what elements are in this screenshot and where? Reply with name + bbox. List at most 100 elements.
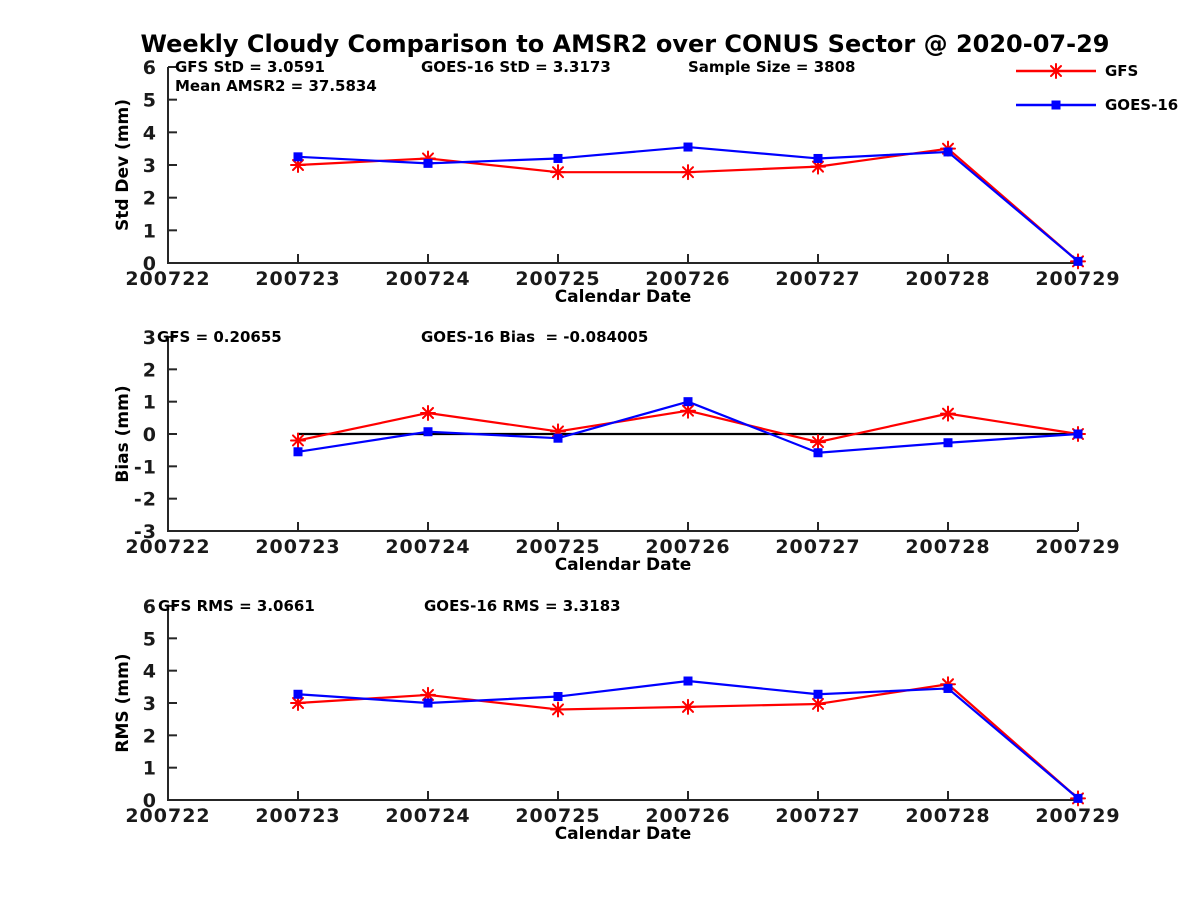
subplot-rms: 0 1 2 3 4 5 6 200722 200723 200724 200725 200726 200… <box>125 596 1120 827</box>
square-marker <box>1073 429 1083 439</box>
square-marker <box>813 448 823 458</box>
legend-label-goes16: GOES-16 <box>1105 96 1179 114</box>
x-tick-label: 200729 <box>1035 268 1120 290</box>
square-marker <box>553 153 563 163</box>
square-marker <box>1051 100 1061 110</box>
asterisk-marker <box>940 405 956 422</box>
x-tick-label: 200728 <box>905 268 990 290</box>
gfs-line-marker-icon <box>1016 63 1096 79</box>
asterisk-marker <box>680 164 696 181</box>
y-tick-label: -1 <box>134 456 157 478</box>
y-tick-label: 2 <box>143 725 157 747</box>
annotation-gfs-rms: GFS RMS = 3.0661 <box>158 597 315 615</box>
square-marker <box>1073 256 1083 266</box>
annotation-goes16-std: GOES-16 StD = 3.3173 <box>421 58 611 76</box>
asterisk-marker <box>810 695 826 712</box>
y-tick-label: 4 <box>143 661 157 683</box>
square-marker <box>943 438 953 448</box>
y-tick-label: 6 <box>143 596 157 618</box>
y-axis-label-bias: Bias (mm) <box>113 385 133 483</box>
x-tick-label: 200722 <box>125 536 210 558</box>
series-goes-16 <box>293 397 1083 458</box>
x-tick-label: 200723 <box>255 268 340 290</box>
x-axis-label-rms: Calendar Date <box>554 824 692 844</box>
y-tick-label: 6 <box>143 57 157 79</box>
x-tick-label: 200729 <box>1035 536 1120 558</box>
x-tick-label: 200727 <box>775 268 860 290</box>
asterisk-marker <box>1048 63 1064 79</box>
square-marker <box>813 689 823 699</box>
x-tick-label: 200725 <box>515 536 600 558</box>
x-tick-label: 200723 <box>255 536 340 558</box>
square-marker <box>553 692 563 702</box>
y-tick-label: 5 <box>143 628 157 650</box>
y-tick-label: 1 <box>143 758 157 780</box>
asterisk-marker <box>680 402 696 419</box>
square-marker <box>813 153 823 163</box>
subplot-std-dev: 0 1 2 3 4 5 6 200722 200723 200724 200725 200726 200… <box>125 57 1120 290</box>
goes-16-line <box>297 145 1079 263</box>
square-marker <box>683 676 693 686</box>
y-tick-label: -3 <box>134 521 157 543</box>
asterisk-marker <box>680 698 696 715</box>
x-tick-label: 200722 <box>125 268 210 290</box>
series-goes-16 <box>293 142 1083 266</box>
square-marker <box>423 698 433 708</box>
y-tick-label: 0 <box>143 790 157 812</box>
legend: GFS GOES-16 <box>1014 61 1178 129</box>
x-tick-label: 200722 <box>125 805 210 827</box>
annotation-mean-amsr2: Mean AMSR2 = 37.5834 <box>175 77 377 95</box>
x-tick-label: 200727 <box>775 805 860 827</box>
y-tick-label: 2 <box>143 359 157 381</box>
asterisk-marker <box>290 157 306 173</box>
series-gfs <box>290 140 1086 270</box>
series-gfs <box>290 402 1086 451</box>
y-tick-label: 3 <box>143 693 157 715</box>
x-tick-label: 200726 <box>645 536 730 558</box>
x-tick-label: 200729 <box>1035 805 1120 827</box>
square-marker <box>293 447 303 457</box>
legend-label-gfs: GFS <box>1105 62 1139 80</box>
asterisk-marker <box>550 701 566 718</box>
square-marker <box>293 152 303 162</box>
y-tick-label: 3 <box>143 155 157 177</box>
square-marker <box>423 427 433 437</box>
legend-item-goes16: GOES-16 <box>1014 95 1178 115</box>
x-tick-label: 200724 <box>385 536 470 558</box>
asterisk-marker <box>290 695 306 711</box>
annotation-goes16-rms: GOES-16 RMS = 3.3183 <box>424 597 621 615</box>
x-tick-label: 200726 <box>645 268 730 290</box>
x-tick-label: 200727 <box>775 536 860 558</box>
y-tick-label: 0 <box>143 424 157 446</box>
square-marker <box>293 689 303 699</box>
annotation-goes16-bias: GOES-16 Bias = -0.084005 <box>421 328 649 346</box>
annotation-sample-size: Sample Size = 3808 <box>688 58 856 76</box>
asterisk-marker <box>810 158 826 175</box>
x-tick-label: 200725 <box>515 805 600 827</box>
asterisk-marker <box>290 432 306 449</box>
y-tick-label: -2 <box>134 489 157 511</box>
series-goes-16 <box>293 676 1083 803</box>
x-axis-label-std-dev: Calendar Date <box>554 287 692 307</box>
annotation-gfs-bias: GFS = 0.20655 <box>157 328 282 346</box>
square-marker <box>683 397 693 407</box>
square-marker <box>553 433 563 443</box>
subplot-bias: -3 -2 -1 0 1 2 3 200722 200723 200724 200725 200726… <box>125 327 1120 558</box>
asterisk-marker <box>420 686 436 703</box>
asterisk-marker <box>550 423 566 440</box>
y-tick-label: 4 <box>143 122 157 144</box>
y-axis-label-rms: RMS (mm) <box>113 653 133 753</box>
x-tick-label: 200726 <box>645 805 730 827</box>
chart-title: Weekly Cloudy Comparison to AMSR2 over C… <box>140 30 1110 58</box>
y-tick-label: 2 <box>143 188 157 210</box>
y-axis-label-std-dev: Std Dev (mm) <box>113 98 133 232</box>
asterisk-marker <box>550 164 566 181</box>
square-marker <box>943 683 953 693</box>
square-marker <box>683 142 693 152</box>
x-axis-label-bias: Calendar Date <box>554 555 692 575</box>
annotation-gfs-std: GFS StD = 3.0591 <box>175 58 325 76</box>
goes-16-line <box>297 679 1079 800</box>
asterisk-marker <box>420 150 436 167</box>
y-tick-label: 1 <box>143 392 157 414</box>
